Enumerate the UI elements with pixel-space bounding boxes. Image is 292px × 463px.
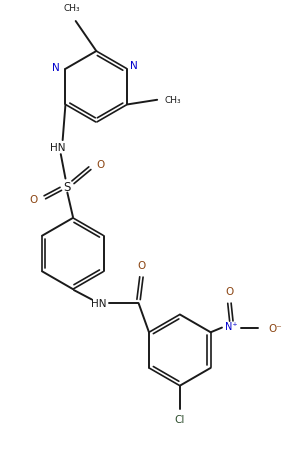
Text: Cl: Cl — [175, 414, 185, 425]
Text: O: O — [96, 159, 104, 169]
Text: CH₃: CH₃ — [64, 4, 80, 13]
Text: CH₃: CH₃ — [165, 96, 181, 105]
Text: O: O — [137, 260, 145, 270]
Text: HN: HN — [50, 142, 66, 152]
Text: N⁺: N⁺ — [225, 321, 238, 331]
Text: N: N — [130, 61, 138, 71]
Text: S: S — [64, 180, 71, 193]
Text: O: O — [29, 195, 38, 205]
Text: HN: HN — [91, 299, 107, 308]
Text: O⁻: O⁻ — [269, 323, 283, 333]
Text: N: N — [52, 63, 60, 73]
Text: O: O — [225, 287, 234, 296]
